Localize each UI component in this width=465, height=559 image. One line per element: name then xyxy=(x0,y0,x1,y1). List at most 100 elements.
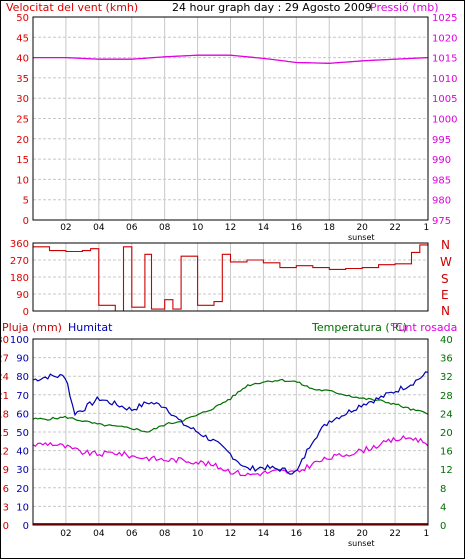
x-tick-label: 16 xyxy=(291,529,303,539)
climate-panel-grid xyxy=(33,339,428,525)
x-tick-label: 02 xyxy=(60,223,71,233)
x-tick-label: 04 xyxy=(93,529,105,539)
y-tick-label: 270 xyxy=(10,256,29,267)
y-tick-label: 21 xyxy=(0,391,9,402)
dir-label-s: S xyxy=(441,272,449,286)
x-tick-label: 18 xyxy=(324,529,336,539)
dir-label-n-bottom: N xyxy=(441,304,450,318)
x-tick-label: 12 xyxy=(225,223,236,233)
x-tick-label: 20 xyxy=(356,529,368,539)
x-tick-label: 22 xyxy=(389,223,400,233)
sunset-label-bottom: sunset xyxy=(348,539,375,548)
y-tick-label: 20 xyxy=(440,428,453,439)
dewpoint-title: Punt rosada xyxy=(392,321,457,334)
y-tick-label: 4 xyxy=(440,502,446,513)
x-tick-label: 08 xyxy=(159,529,171,539)
y-tick-label: 8 xyxy=(440,484,446,495)
dir-label-e: E xyxy=(441,288,449,302)
x-tick-label: 04 xyxy=(93,223,105,233)
y-tick-label: 30 xyxy=(16,94,29,105)
y-tick-label: 90 xyxy=(16,354,29,365)
sunset-label-top: sunset xyxy=(348,233,375,242)
y-tick-label: 50 xyxy=(16,428,29,439)
y-tick-label: 1020 xyxy=(432,33,457,44)
y-tick-label: 40 xyxy=(440,335,453,346)
y-tick-label: 16 xyxy=(440,447,453,458)
y-tick-label: 0 xyxy=(23,521,29,532)
x-tick-label: 10 xyxy=(192,529,204,539)
y-tick-label: 20 xyxy=(16,135,29,146)
wind-direction-line xyxy=(33,244,428,312)
y-tick-label: 12 xyxy=(440,465,453,476)
y-tick-label: 5 xyxy=(23,196,29,207)
climate-panel-ticks: 0204060810121416182022103691215182124273… xyxy=(0,335,453,539)
climate-panel-frame xyxy=(32,338,429,526)
y-tick-label: 100 xyxy=(10,335,29,346)
x-tick-label: 08 xyxy=(159,223,171,233)
wind-panel-series xyxy=(33,54,429,64)
y-tick-label: 1010 xyxy=(432,74,457,85)
x-tick-label: 22 xyxy=(389,529,400,539)
y-tick-label: 80 xyxy=(16,372,29,383)
y-tick-label: 0 xyxy=(23,307,29,318)
rain-title: Pluja (mm) xyxy=(2,321,62,334)
y-tick-label: 180 xyxy=(10,273,29,284)
y-tick-label: 30 xyxy=(0,335,9,346)
x-tick-label: 20 xyxy=(356,223,368,233)
y-tick-label: 18 xyxy=(0,409,9,420)
x-tick-label: 14 xyxy=(258,529,270,539)
y-tick-label: 980 xyxy=(432,196,451,207)
y-tick-label: 10 xyxy=(16,175,29,186)
y-tick-label: 40 xyxy=(16,54,29,65)
x-tick-label: 1 xyxy=(423,223,429,233)
y-tick-label: 0 xyxy=(3,521,9,532)
pressure-title: Pressió (mb) xyxy=(370,1,439,14)
y-tick-label: 975 xyxy=(432,216,451,227)
y-tick-label: 28 xyxy=(440,391,453,402)
wind-panel-frame xyxy=(32,16,429,221)
y-tick-label: 36 xyxy=(440,354,453,365)
y-tick-label: 24 xyxy=(0,372,9,383)
y-tick-label: 60 xyxy=(16,409,29,420)
y-tick-label: 985 xyxy=(432,175,451,186)
humidity-line xyxy=(32,371,429,475)
direction-panel-series xyxy=(33,244,428,312)
wind-speed-title: Velocitat del vent (kmh) xyxy=(6,1,138,14)
x-tick-label: 16 xyxy=(291,223,303,233)
x-tick-label: 18 xyxy=(324,223,336,233)
temperature-line xyxy=(32,378,429,433)
x-tick-label: 14 xyxy=(258,223,270,233)
pressure-line xyxy=(33,54,429,64)
y-tick-label: 27 xyxy=(0,354,9,365)
y-tick-label: 15 xyxy=(16,155,29,166)
y-tick-label: 32 xyxy=(440,372,453,383)
y-tick-label: 30 xyxy=(16,465,29,476)
y-tick-label: 12 xyxy=(0,447,9,458)
dir-label-w: W xyxy=(440,255,452,269)
wind-panel-ticks: 02 04 06 08 10 12 14 16 18 20 22 105101520253035404… xyxy=(16,13,457,233)
x-tick-label: 06 xyxy=(126,223,138,233)
y-tick-label: 35 xyxy=(16,74,29,85)
y-tick-label: 1005 xyxy=(432,94,457,105)
y-tick-label: 20 xyxy=(16,484,29,495)
y-tick-label: 15 xyxy=(0,428,9,439)
x-tick-label: 06 xyxy=(126,529,138,539)
direction-panel-ticks: 0 90 180 270 360 xyxy=(10,239,29,318)
y-tick-label: 0 xyxy=(23,216,29,227)
wind-panel-grid xyxy=(33,17,428,220)
direction-panel-grid xyxy=(33,243,428,311)
y-tick-label: 10 xyxy=(16,502,29,513)
y-tick-label: 360 xyxy=(10,239,29,250)
y-tick-label: 25 xyxy=(16,115,29,126)
y-tick-label: 990 xyxy=(432,155,451,166)
y-tick-label: 70 xyxy=(16,391,29,402)
y-tick-label: 40 xyxy=(16,447,29,458)
climate-panel-series xyxy=(32,371,429,525)
y-tick-label: 3 xyxy=(3,502,9,513)
y-tick-label: 1025 xyxy=(432,13,457,24)
dir-label-n-top: N xyxy=(441,238,450,252)
y-tick-label: 0 xyxy=(440,521,446,532)
y-tick-label: 9 xyxy=(3,465,9,476)
y-tick-label: 90 xyxy=(16,290,29,301)
